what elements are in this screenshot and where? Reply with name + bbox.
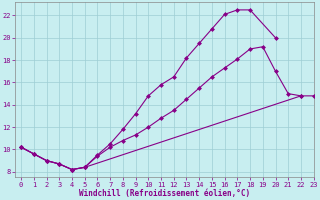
X-axis label: Windchill (Refroidissement éolien,°C): Windchill (Refroidissement éolien,°C) — [79, 189, 250, 198]
